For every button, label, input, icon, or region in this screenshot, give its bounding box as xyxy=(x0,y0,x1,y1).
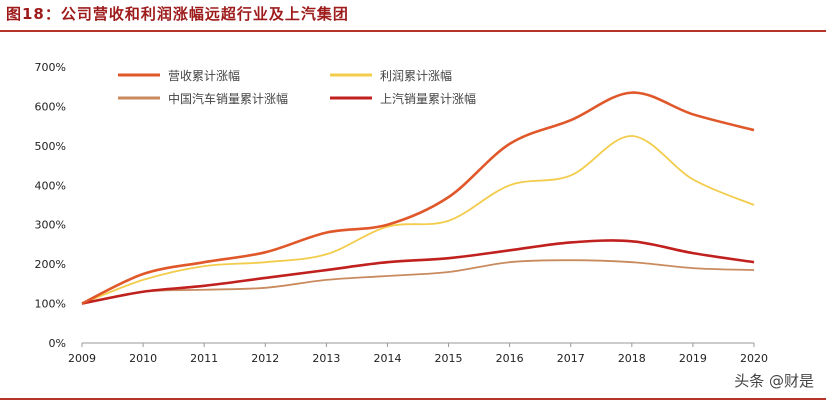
x-tick-label: 2011 xyxy=(190,352,218,365)
x-tick-label: 2018 xyxy=(618,352,646,365)
bottom-divider xyxy=(0,398,826,400)
x-tick-label: 2019 xyxy=(679,352,707,365)
legend-label: 中国汽车销量累计涨幅 xyxy=(168,91,288,106)
y-tick-label: 100% xyxy=(35,298,66,311)
x-tick-label: 2020 xyxy=(740,352,768,365)
x-tick-label: 2013 xyxy=(312,352,340,365)
y-tick-label: 500% xyxy=(35,140,66,153)
legend-label: 利润累计涨幅 xyxy=(380,68,452,83)
x-tick-label: 2017 xyxy=(557,352,585,365)
x-tick-label: 2016 xyxy=(496,352,524,365)
title-divider xyxy=(0,30,826,32)
series-line xyxy=(81,239,755,305)
legend-label: 营收累计涨幅 xyxy=(168,68,240,83)
legend-label: 上汽销量累计涨幅 xyxy=(380,91,476,106)
series-line xyxy=(81,91,755,305)
y-tick-label: 200% xyxy=(35,258,66,271)
y-tick-label: 300% xyxy=(35,219,66,232)
y-tick-label: 0% xyxy=(49,337,66,350)
series-line xyxy=(81,135,755,305)
y-tick-label: 700% xyxy=(35,61,66,74)
y-tick-label: 400% xyxy=(35,179,66,192)
y-tick-label: 600% xyxy=(35,100,66,113)
chart-title: 图18：公司营收和利润涨幅远超行业及上汽集团 xyxy=(6,5,349,23)
x-tick-label: 2012 xyxy=(251,352,279,365)
x-tick-label: 2010 xyxy=(129,352,157,365)
watermark: 头条 @财是 xyxy=(734,372,814,390)
x-tick-label: 2015 xyxy=(435,352,463,365)
series-line xyxy=(81,259,755,305)
x-tick-label: 2009 xyxy=(68,352,96,365)
x-tick-label: 2014 xyxy=(373,352,401,365)
